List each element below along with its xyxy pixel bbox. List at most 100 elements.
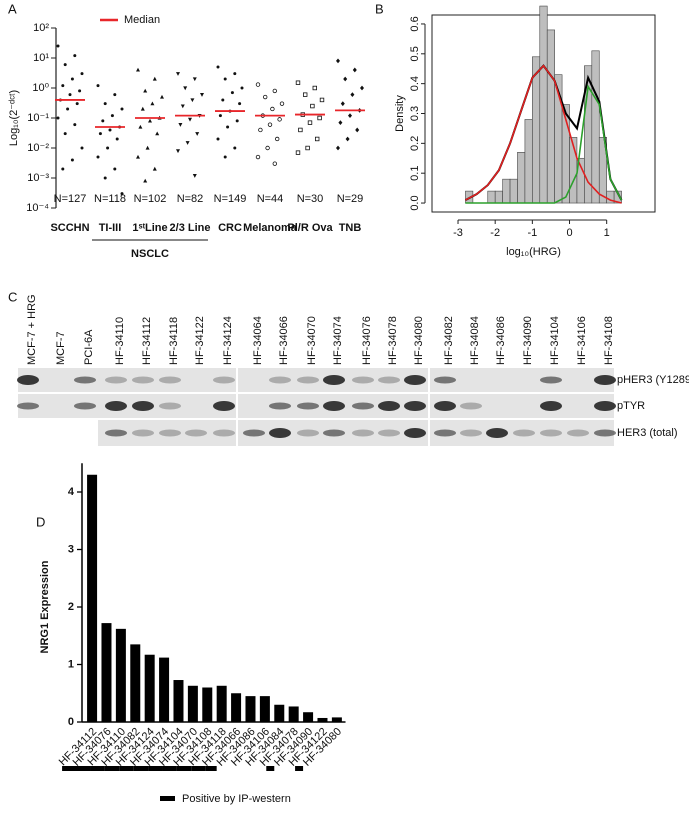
panel-label: B: [375, 1, 384, 16]
y-tick-label: 10⁻⁴: [26, 202, 49, 214]
blot-band: [434, 429, 456, 437]
histogram-bar: [494, 190, 503, 204]
blot-band: [74, 402, 96, 410]
point: [178, 123, 183, 127]
point: [295, 80, 301, 85]
blot-band: [213, 401, 235, 411]
lane-label: PCI-6A: [83, 329, 95, 365]
blot-band: [352, 402, 374, 410]
lane-label: HF-34066: [278, 316, 290, 365]
y-tick-label: 3: [68, 543, 74, 555]
point: [113, 93, 117, 97]
histogram-bar: [487, 190, 496, 204]
legend-swatch: [160, 796, 175, 801]
histogram-bar: [532, 56, 541, 204]
histogram-bar: [509, 178, 518, 204]
y-tick-label: 2: [68, 601, 74, 613]
bar: [101, 623, 112, 722]
positive-marker: [266, 766, 275, 771]
point: [148, 118, 152, 123]
x-tick-label: -2: [490, 227, 500, 239]
y-tick-label: 0.5: [409, 46, 421, 61]
category-label: 1ˢᵗLine: [132, 222, 167, 234]
point: [355, 127, 360, 133]
lane-label: HF-34118: [168, 317, 180, 365]
point: [216, 65, 220, 69]
group-label: NSCLC: [131, 248, 169, 260]
positive-marker: [90, 766, 105, 771]
panel-label: C: [8, 289, 17, 304]
lane-label: HF-34104: [549, 316, 561, 365]
positive-marker: [191, 766, 206, 771]
blot-band: [185, 429, 207, 437]
point: [348, 113, 352, 119]
histogram-bar: [502, 178, 511, 204]
legend-label: Median: [124, 14, 160, 26]
bar: [187, 685, 198, 722]
point: [160, 94, 164, 99]
point: [223, 155, 227, 159]
point: [176, 72, 180, 76]
y-tick-label: 10⁰: [32, 82, 49, 94]
y-tick-label: 1: [68, 658, 74, 670]
point: [143, 88, 148, 93]
point: [360, 85, 364, 91]
blot-band: [513, 429, 535, 437]
lane-label: HF-34086: [495, 316, 507, 365]
blot-band: [594, 429, 616, 437]
point: [272, 88, 277, 94]
lane-label: HF-34112: [141, 317, 153, 365]
point: [188, 117, 192, 122]
point: [101, 119, 105, 123]
x-tick-label: -3: [453, 227, 463, 239]
point: [140, 106, 145, 111]
point: [317, 115, 322, 121]
blot-band: [352, 429, 374, 437]
blot-band: [404, 375, 426, 385]
row-label: pTYR: [617, 400, 645, 412]
bar: [202, 687, 213, 722]
density-curve: [465, 84, 623, 204]
point: [120, 107, 124, 111]
y-tick-label: 0.6: [409, 16, 421, 31]
blot-band: [159, 376, 181, 384]
point: [277, 117, 282, 122]
blot-band: [297, 429, 319, 437]
n-label: N=82: [177, 193, 204, 205]
y-tick-label: 10⁻²: [27, 142, 49, 154]
lane-label: HF-34076: [361, 316, 373, 365]
y-tick-label: 0.3: [409, 106, 421, 121]
point: [96, 84, 100, 88]
lane-label: HF-34110: [114, 317, 126, 365]
point: [230, 91, 234, 95]
point: [110, 114, 114, 118]
point: [150, 101, 155, 106]
bar: [317, 717, 328, 722]
blot-band: [323, 401, 345, 411]
blot-band: [243, 429, 265, 437]
positive-marker: [295, 766, 304, 771]
histogram-bar: [598, 137, 607, 204]
point: [265, 145, 270, 151]
point: [200, 93, 204, 97]
blot-band: [74, 376, 96, 384]
point: [183, 86, 188, 91]
blot-band: [159, 402, 181, 410]
point: [221, 98, 225, 102]
point: [216, 137, 220, 141]
point: [192, 77, 197, 82]
n-label: N=102: [134, 193, 167, 205]
point: [56, 44, 60, 48]
histogram-bar: [524, 119, 533, 204]
category-label: TI-III: [99, 222, 122, 234]
blot-band: [323, 375, 345, 385]
point: [238, 102, 242, 106]
blot-band: [297, 402, 319, 410]
point: [155, 131, 160, 136]
lane-label: HF-34106: [576, 316, 588, 365]
point: [80, 72, 84, 76]
blot-band: [540, 429, 562, 437]
lane-label: HF-34080: [413, 316, 425, 365]
point: [63, 63, 67, 67]
